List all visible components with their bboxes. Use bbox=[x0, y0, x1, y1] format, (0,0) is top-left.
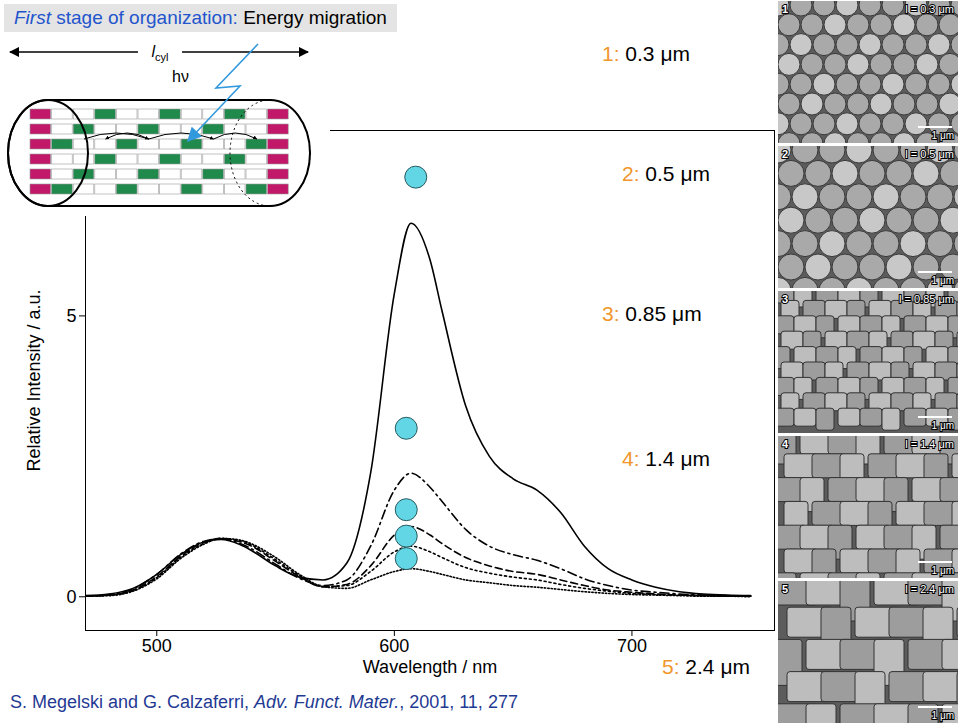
html-text:1: 0.3 μm: 1: 0.3 μm bbox=[602, 42, 690, 65]
html-text:S. Megelski and G. Calzaferri,: S. Megelski and G. Calzaferri, Adv. Func… bbox=[10, 692, 518, 712]
svg-text:l = 0.5 μm: l = 0.5 μm bbox=[905, 148, 954, 160]
svg-text:1 μm: 1 μm bbox=[932, 130, 954, 141]
svg-text:0: 0 bbox=[66, 587, 76, 607]
svg-text:hν: hν bbox=[172, 68, 189, 85]
svg-text:5: 5 bbox=[782, 583, 788, 595]
svg-text:1 μm: 1 μm bbox=[932, 710, 954, 721]
svg-text:500: 500 bbox=[142, 636, 172, 656]
html-text:4: 1.4 μm: 4: 1.4 μm bbox=[622, 447, 710, 470]
html-text:2: 0.5 μm: 2: 0.5 μm bbox=[622, 162, 710, 185]
svg-text:2: 2 bbox=[782, 148, 788, 160]
svg-text:1 μm: 1 μm bbox=[932, 275, 954, 286]
svg-text:4: 4 bbox=[782, 438, 789, 450]
svg-text:l = 2.4 μm: l = 2.4 μm bbox=[905, 583, 954, 595]
svg-text:600: 600 bbox=[379, 636, 409, 656]
svg-text:3: 3 bbox=[782, 293, 788, 305]
svg-text:1 μm: 1 μm bbox=[932, 565, 954, 576]
html-text:5: 2.4 μm: 5: 2.4 μm bbox=[662, 655, 750, 678]
svg-text:1 μm: 1 μm bbox=[932, 420, 954, 431]
html-text:First stage of organization: E: First stage of organization: Energy migr… bbox=[14, 7, 387, 28]
svg-text:1: 1 bbox=[782, 3, 788, 15]
svg-text:5: 5 bbox=[66, 306, 76, 326]
svg-text:700: 700 bbox=[617, 636, 647, 656]
svg-text:l = 0.3 μm: l = 0.3 μm bbox=[905, 3, 954, 15]
svg-text:lcyl: lcyl bbox=[151, 43, 168, 63]
svg-text:Wavelength / nm: Wavelength / nm bbox=[363, 657, 497, 677]
svg-text:l = 1.4 μm: l = 1.4 μm bbox=[905, 438, 954, 450]
html-text:3: 0.85 μm: 3: 0.85 μm bbox=[602, 302, 702, 325]
svg-text:l = 0.85 μm: l = 0.85 μm bbox=[899, 293, 954, 305]
svg-text:Relative Intensity / a.u.: Relative Intensity / a.u. bbox=[24, 289, 44, 471]
